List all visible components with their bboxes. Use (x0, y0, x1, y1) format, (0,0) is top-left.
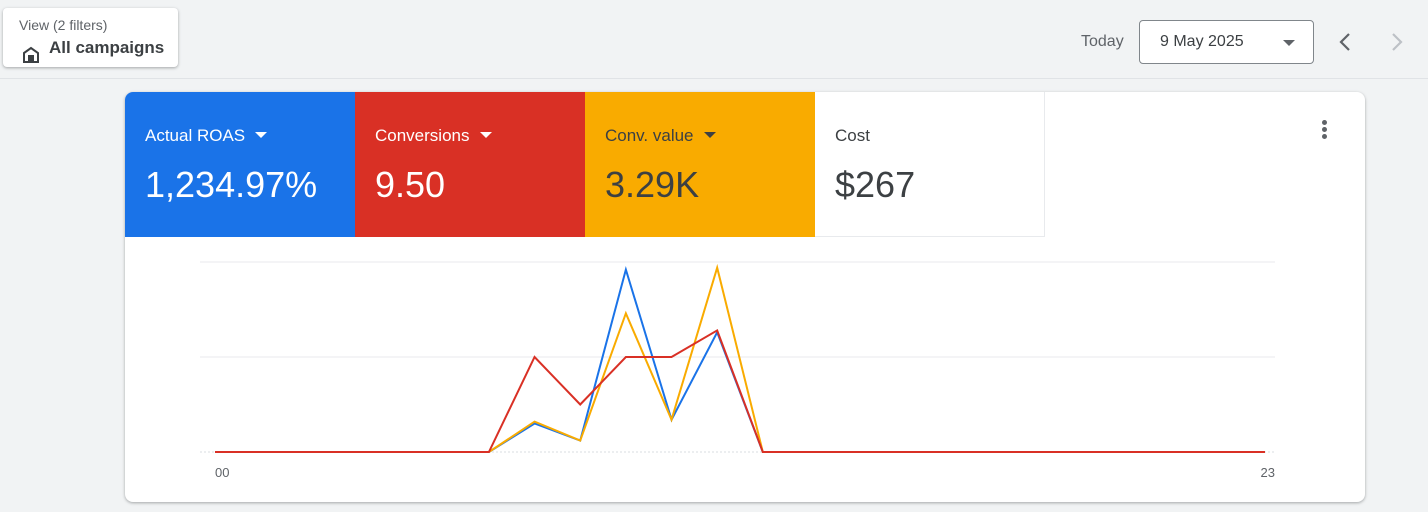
campaign-filter-value: All campaigns (49, 38, 165, 57)
metric-value: 1,234.97% (145, 164, 318, 205)
metric-value: $267 (835, 164, 916, 205)
metric-tile-actual-roas[interactable]: Actual ROAS 1,234.97% (125, 92, 355, 237)
toolbar: View (2 filters) All campaigns Today 9 M… (0, 0, 1428, 79)
date-dropdown[interactable]: 9 May 2025 (1139, 20, 1314, 64)
campaign-filter-selector[interactable]: View (2 filters) All campaigns (3, 8, 178, 67)
chevron-right-icon[interactable] (1385, 28, 1409, 56)
metric-label: Conversions (375, 126, 470, 145)
metric-label: Actual ROAS (145, 126, 246, 145)
filter-count-label: View (2 filters) (19, 17, 108, 33)
metric-label: Conv. value (605, 126, 694, 145)
series-line-2 (215, 328, 1265, 453)
metric-tile-conv-value[interactable]: Conv. value 3.29K (585, 92, 815, 237)
store-icon (23, 46, 39, 63)
date-value: 9 May 2025 (1160, 33, 1244, 50)
metric-value: 3.29K (605, 164, 700, 205)
x-tick-label: 00 (215, 465, 229, 480)
metric-value: 9.50 (375, 164, 446, 205)
performance-card: Actual ROAS 1,234.97% Conversions 9.50 C… (125, 92, 1365, 502)
metric-label: Cost (835, 126, 870, 145)
dropdown-arrow-icon (255, 131, 268, 138)
line-chart: 00 23 (200, 261, 1275, 480)
date-range-label: Today (1081, 33, 1124, 50)
more-vert-icon[interactable] (1313, 118, 1337, 142)
dropdown-arrow-icon (1283, 40, 1295, 46)
metric-tile-conversions[interactable]: Conversions 9.50 (355, 92, 585, 237)
dropdown-arrow-icon (479, 131, 492, 138)
chevron-left-icon[interactable] (1333, 28, 1357, 56)
x-tick-label: 23 (1261, 465, 1275, 480)
series-line-1 (215, 263, 1265, 453)
dropdown-arrow-icon (703, 131, 716, 138)
metric-tile-cost[interactable]: Cost $267 (815, 92, 1045, 237)
